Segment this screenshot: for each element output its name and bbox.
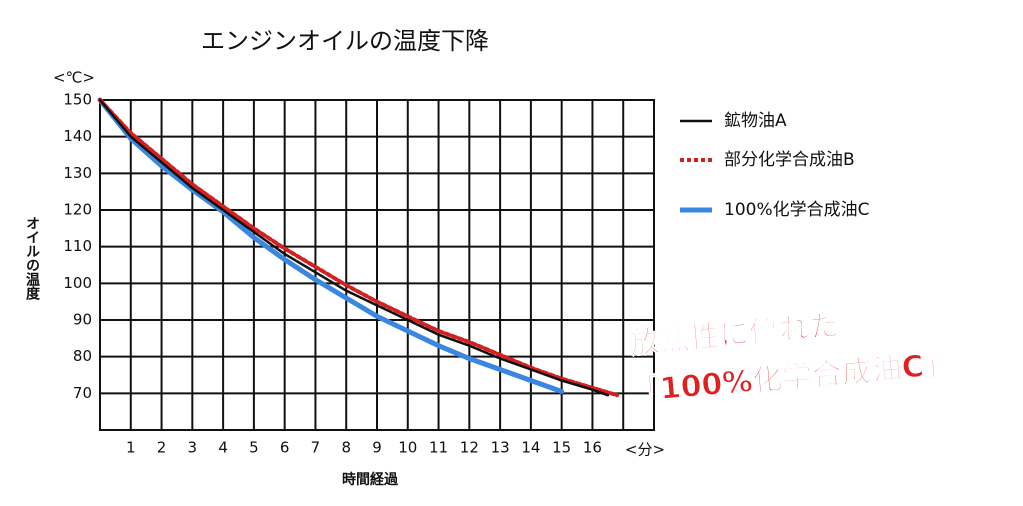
y-tick-label: 70 xyxy=(73,384,92,402)
x-tick-label: 10 xyxy=(398,439,417,457)
series-line xyxy=(97,97,565,394)
series-line xyxy=(98,98,610,397)
x-tick-label: 9 xyxy=(372,439,382,457)
x-tick-label: 6 xyxy=(280,439,290,457)
annotation: 放熱性に優れた 「100%化学合成油C」 xyxy=(627,308,956,410)
x-tick-label: 2 xyxy=(157,439,167,457)
legend-label: 部分化学合成油B xyxy=(724,150,855,170)
x-tick-label: 4 xyxy=(218,439,228,457)
y-tick-label: 140 xyxy=(63,127,92,145)
x-tick-label: 14 xyxy=(521,439,540,457)
legend-label: 100%化学合成油C xyxy=(724,200,869,220)
x-unit: <分> xyxy=(625,441,665,459)
y-axis-label: オイルの温度 xyxy=(24,216,40,301)
x-axis-label: 時間経過 xyxy=(342,471,399,488)
x-tick-label: 15 xyxy=(552,439,571,457)
y-tick-label: 100 xyxy=(63,274,92,292)
x-tick-label: 8 xyxy=(341,439,351,457)
plot: 1 2 3 4 5 6 7 8 9 10 11 12 13 14 15 1670809010011012013… xyxy=(63,91,869,457)
annotation-line: 放熱性に優れた xyxy=(627,308,840,361)
y-tick-label: 90 xyxy=(73,311,92,329)
legend-label: 鉱物油A xyxy=(724,111,787,131)
x-tick-label: 11 xyxy=(429,439,448,457)
chart-title: エンジンオイルの温度下降 xyxy=(201,27,489,55)
y-tick-label: 150 xyxy=(63,91,92,109)
series-line xyxy=(98,98,620,398)
x-tick-label: 5 xyxy=(249,439,259,457)
x-tick-label: 7 xyxy=(311,439,321,457)
x-tick-label: 12 xyxy=(460,439,479,457)
x-tick-label: 3 xyxy=(188,439,198,457)
y-tick-label: 80 xyxy=(73,347,92,365)
x-tick-label: 13 xyxy=(491,439,510,457)
y-tick-label: 130 xyxy=(63,164,92,182)
y-tick-label: 120 xyxy=(63,201,92,219)
x-tick-label: 1 xyxy=(126,439,136,457)
y-unit: <℃> xyxy=(53,69,95,87)
x-tick-label: 16 xyxy=(583,439,602,457)
y-tick-label: 110 xyxy=(63,237,92,255)
